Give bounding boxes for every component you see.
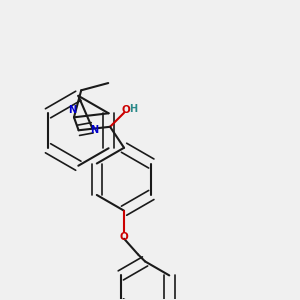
Text: O: O <box>122 105 130 115</box>
Text: H: H <box>129 103 137 114</box>
Text: N: N <box>68 105 76 115</box>
Text: N: N <box>90 124 98 135</box>
Text: O: O <box>120 232 128 242</box>
